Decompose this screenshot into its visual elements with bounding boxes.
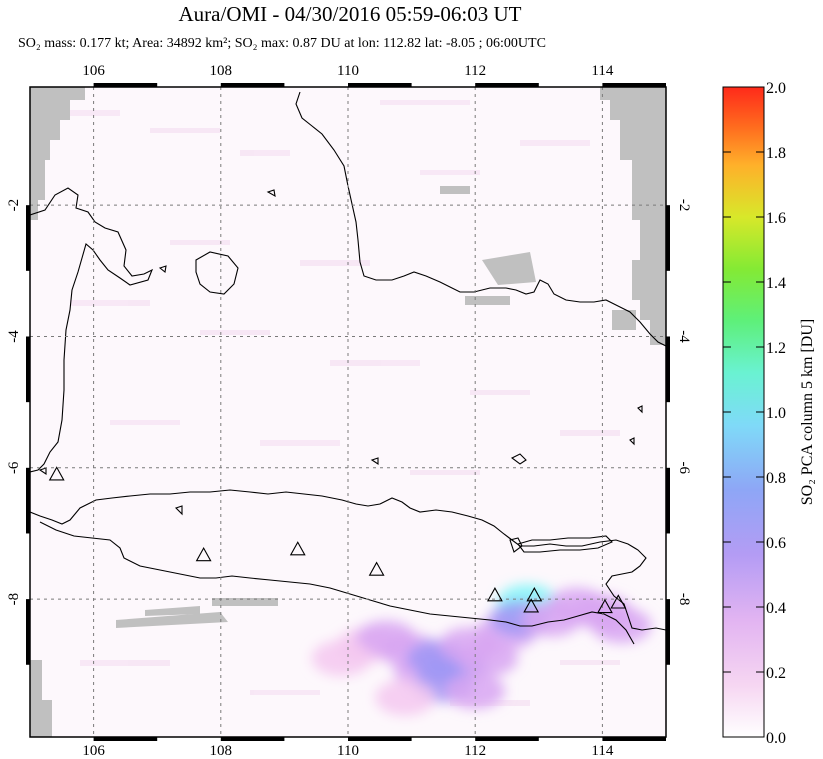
border-segment-left [26, 336, 30, 403]
colorbar-tick-label: 0.2 [766, 665, 786, 682]
border-segment-top [475, 83, 539, 87]
border-segment-top [93, 83, 158, 87]
volcano-marker-0 [48, 466, 65, 481]
colorbar-tick-label: 0.8 [766, 470, 786, 487]
border-segment-bottom [602, 737, 666, 741]
volcano-markers [48, 466, 627, 614]
y-tick-label-right: -2 [676, 199, 692, 212]
border-segment-right [666, 599, 670, 665]
coastlines [30, 91, 666, 645]
colorbar-tick-label: 0.4 [766, 600, 786, 617]
volcano-marker-6 [523, 598, 540, 613]
volcano-marker-5 [526, 587, 543, 602]
map-border-scale [26, 83, 670, 741]
colorbar-tick-label: 1.8 [766, 145, 786, 162]
volcano-marker-1 [195, 546, 212, 562]
border-segment-left [26, 467, 30, 534]
border-segment-top [220, 83, 285, 87]
border-segment-right [666, 336, 670, 403]
y-tick-label-left: -6 [6, 461, 22, 474]
volcano-marker-3 [368, 561, 385, 576]
x-tick-label-top: 106 [82, 63, 105, 79]
chart-title: Aura/OMI - 04/30/2016 05:59-06:03 UT [178, 2, 522, 26]
x-tick-label-bottom: 114 [591, 743, 613, 759]
plume-cell-18 [311, 640, 372, 677]
volcano-marker-4 [486, 587, 503, 602]
x-tick-label-top: 114 [591, 63, 613, 79]
x-tick-labels-top: 106 108 110 112 114 [82, 63, 614, 79]
colorbar-tick-label: 1.0 [766, 405, 786, 422]
colorbar-tick-label: 0.6 [766, 535, 786, 552]
plume-cell-16 [375, 679, 436, 716]
x-tick-label-bottom: 110 [337, 743, 359, 759]
y-tick-label-left: -2 [6, 199, 22, 212]
colorbar-tick-label: 1.2 [766, 340, 786, 357]
border-segment-top [348, 83, 412, 87]
colorbar-tick-label: 1.4 [766, 275, 786, 292]
border-segment-bottom [348, 737, 412, 741]
volcano-marker-7 [597, 598, 613, 614]
border-segment-bottom [93, 737, 158, 741]
colorbar-tick-label: 1.6 [766, 210, 786, 227]
border-segment-right [666, 467, 670, 534]
x-tick-label-top: 112 [464, 63, 486, 79]
volcano-marker-2 [289, 541, 306, 556]
x-tick-label-top: 108 [210, 63, 233, 79]
border-segment-top [602, 83, 666, 87]
grid-lines [30, 87, 666, 737]
border-segment-bottom [220, 737, 285, 741]
y-tick-label-right: -6 [676, 462, 692, 475]
border-segment-right [666, 205, 670, 271]
x-tick-label-bottom: 106 [82, 743, 105, 759]
x-tick-labels-bottom: 106 108 110 112 114 [82, 743, 614, 759]
border-segment-left [26, 599, 30, 665]
colorbar-label: SO₂ PCA column 5 km [DU] [799, 319, 816, 505]
y-tick-labels-left: -2 -4 -6 -8 [6, 199, 22, 605]
colorbar-tick-label: 2.0 [766, 80, 786, 97]
border-segment-left [26, 205, 30, 271]
colorbar-ticks: 0.0 0.2 0.4 0.6 0.8 1.0 1.2 1.4 1.6 1.8 2.0 [723, 80, 786, 747]
x-tick-label-bottom: 112 [464, 743, 486, 759]
no-data-regions [30, 87, 666, 737]
x-tick-label-top: 110 [337, 63, 359, 79]
volcano-marker-8 [610, 594, 627, 609]
x-tick-label-bottom: 108 [210, 743, 233, 759]
colorbar-tick-label: 0.0 [766, 730, 786, 747]
y-tick-labels-right: -2 -4 -6 -8 [676, 199, 692, 605]
border-segment-bottom [475, 737, 539, 741]
y-tick-label-left: -8 [6, 593, 22, 606]
y-tick-label-left: -4 [6, 330, 22, 343]
chart-subtitle: SO₂ mass: 0.177 kt; Area: 34892 km²; SO₂… [18, 36, 546, 51]
y-tick-label-right: -8 [676, 593, 692, 606]
so2-plume [311, 584, 652, 716]
y-tick-label-right: -4 [676, 330, 692, 343]
